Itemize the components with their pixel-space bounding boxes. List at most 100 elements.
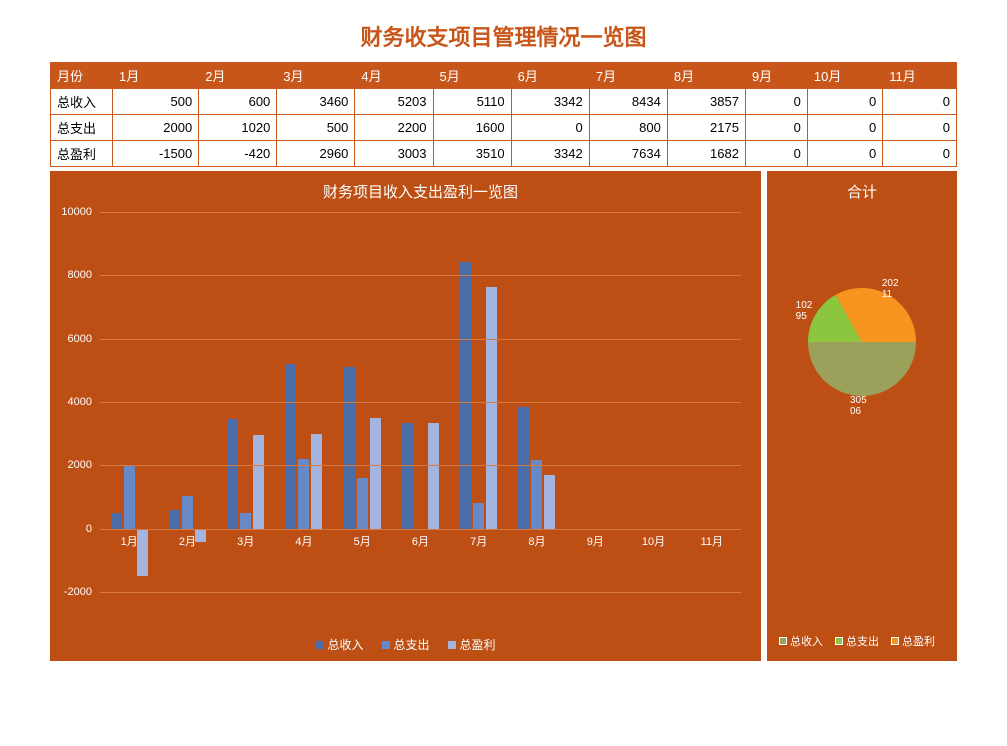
legend-swatch: [381, 641, 389, 649]
pie-legend-item: 总盈利: [891, 633, 935, 649]
bar: [486, 287, 497, 529]
table-header: 1月: [113, 63, 199, 89]
pie-legend-item: 总收入: [779, 633, 823, 649]
table-cell: 0: [807, 115, 882, 141]
table-row: 总支出200010205002200160008002175000: [51, 115, 957, 141]
bar: [473, 503, 484, 528]
table-cell: 2960: [277, 141, 355, 167]
bar: [370, 418, 381, 529]
x-axis-label: 1月: [121, 533, 138, 549]
table-cell: 5203: [355, 89, 433, 115]
legend-label: 总支出: [393, 636, 429, 653]
table-header: 5月: [433, 63, 511, 89]
y-axis-label: 4000: [68, 396, 92, 408]
bar: [137, 529, 148, 577]
table-header: 11月: [883, 63, 957, 89]
table-cell: -1500: [113, 141, 199, 167]
table-row: 总收入500600346052035110334284343857000: [51, 89, 957, 115]
y-axis-label: -2000: [64, 586, 92, 598]
x-axis-label: 5月: [354, 533, 371, 549]
table-cell: 1682: [667, 141, 745, 167]
gridline: [100, 339, 741, 340]
table-cell: 3003: [355, 141, 433, 167]
bar: [227, 419, 238, 529]
table-header-month: 月份: [51, 63, 113, 89]
gridline: [100, 529, 741, 530]
table-cell: 0: [883, 89, 957, 115]
x-axis-label: 11月: [701, 533, 723, 549]
legend-item: 总盈利: [448, 636, 496, 653]
table-cell: 1020: [199, 115, 277, 141]
bar-chart-title: 财务项目收入支出盈利一览图: [100, 181, 741, 202]
table-cell: 3460: [277, 89, 355, 115]
pie-legend-swatch: [835, 637, 843, 645]
table-cell: 0: [883, 141, 957, 167]
x-axis-label: 7月: [470, 533, 487, 549]
table-cell: 3342: [511, 141, 589, 167]
table-header: 6月: [511, 63, 589, 89]
bar: [460, 262, 471, 529]
table-cell: 800: [589, 115, 667, 141]
bar: [240, 513, 251, 529]
table-cell: 0: [745, 141, 807, 167]
bar: [169, 510, 180, 529]
table-header: 2月: [199, 63, 277, 89]
pie-container: 305061029520211: [802, 282, 922, 402]
table-cell: 2175: [667, 115, 745, 141]
bar: [195, 529, 206, 542]
table-cell: 3510: [433, 141, 511, 167]
pie-svg: [802, 282, 922, 402]
y-axis-label: 6000: [68, 333, 92, 345]
pie-slice-label: 30506: [850, 395, 867, 417]
table-cell: 0: [745, 115, 807, 141]
table-cell: -420: [199, 141, 277, 167]
table-cell: 3857: [667, 89, 745, 115]
legend-label: 总收入: [327, 636, 363, 653]
x-axis-label: 4月: [295, 533, 312, 549]
table-header: 3月: [277, 63, 355, 89]
pie-chart-panel: 合计 305061029520211 总收入总支出总盈利: [767, 171, 957, 661]
legend-swatch: [315, 641, 323, 649]
pie-legend-item: 总支出: [835, 633, 879, 649]
table-cell: 0: [883, 115, 957, 141]
table-cell: 3342: [511, 89, 589, 115]
table-header: 7月: [589, 63, 667, 89]
gridline: [100, 275, 741, 276]
pie-legend-label: 总收入: [790, 633, 823, 649]
bar: [357, 478, 368, 529]
bar: [311, 434, 322, 529]
table-cell: 500: [113, 89, 199, 115]
pie-chart-legend: 总收入 总支出总盈利: [779, 633, 935, 649]
table-cell: 5110: [433, 89, 511, 115]
table-header: 4月: [355, 63, 433, 89]
table-cell: 500: [277, 115, 355, 141]
data-table: 月份1月2月3月4月5月6月7月8月9月10月11月 总收入5006003460…: [50, 62, 957, 167]
table-cell: 2200: [355, 115, 433, 141]
row-label: 总收入: [51, 89, 113, 115]
bar: [428, 423, 439, 529]
bar: [531, 460, 542, 529]
bar: [344, 367, 355, 529]
table-header: 9月: [745, 63, 807, 89]
bar: [402, 423, 413, 529]
bar: [111, 513, 122, 529]
table-cell: 8434: [589, 89, 667, 115]
bar: [124, 465, 135, 528]
pie-legend-label: 总支出: [846, 633, 879, 649]
legend-swatch: [448, 641, 456, 649]
pie-legend-swatch: [891, 637, 899, 645]
bar-chart-panel: 财务项目收入支出盈利一览图 1月2月3月4月5月6月7月8月9月10月11月 -…: [50, 171, 761, 661]
x-axis-label: 3月: [237, 533, 254, 549]
x-axis-label: 2月: [179, 533, 196, 549]
bar-chart-plot: 1月2月3月4月5月6月7月8月9月10月11月 -20000200040006…: [100, 212, 741, 592]
x-axis-label: 6月: [412, 533, 429, 549]
x-axis-label: 8月: [528, 533, 545, 549]
table-cell: 0: [511, 115, 589, 141]
y-axis-label: 2000: [68, 459, 92, 471]
table-cell: 1600: [433, 115, 511, 141]
gridline: [100, 465, 741, 466]
table-cell: 600: [199, 89, 277, 115]
table-row: 总盈利-1500-420296030033510334276341682000: [51, 141, 957, 167]
gridline: [100, 212, 741, 213]
x-axis-label: 10月: [642, 533, 665, 549]
